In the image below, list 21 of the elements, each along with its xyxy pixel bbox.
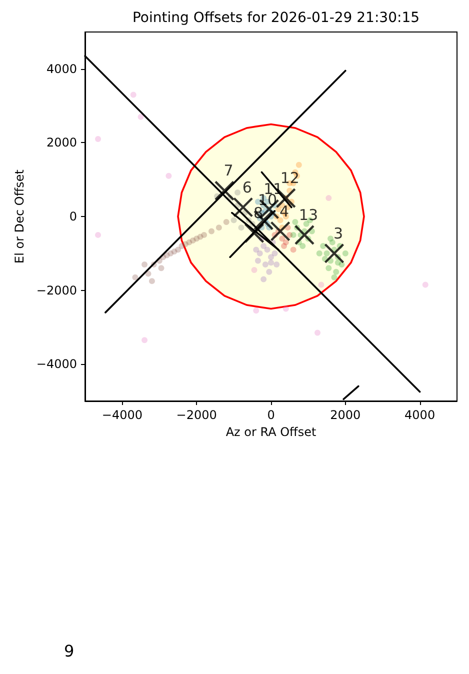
y-tick-label: 0 [69,210,77,224]
x-tick-label: 4000 [404,408,436,422]
series-label: 8 [253,204,264,222]
y-axis-title: El or Dec Offset [12,169,27,264]
series-label: 7 [224,162,234,180]
series-label: 6 [242,178,252,196]
y-tick-label: 2000 [46,136,77,150]
x-tick-label: 2000 [330,408,361,422]
series-label: 13 [298,206,318,224]
x-axis-title: Az or RA Offset [226,424,316,439]
series-label: 3 [333,224,344,242]
x-tick-label: −2000 [176,408,217,422]
series-label: 12 [280,169,300,188]
chart-title: Pointing Offsets for 2026-01-29 21:30:15 [132,10,420,26]
x-tick-label: −4000 [102,408,142,422]
series-label: 4 [280,202,290,220]
text: 9 [64,642,74,660]
y-tick-label: −2000 [36,283,77,298]
x-tick-label: 0 [267,408,275,422]
y-tick-label: −4000 [36,357,77,372]
y-tick-label: 4000 [46,62,77,76]
